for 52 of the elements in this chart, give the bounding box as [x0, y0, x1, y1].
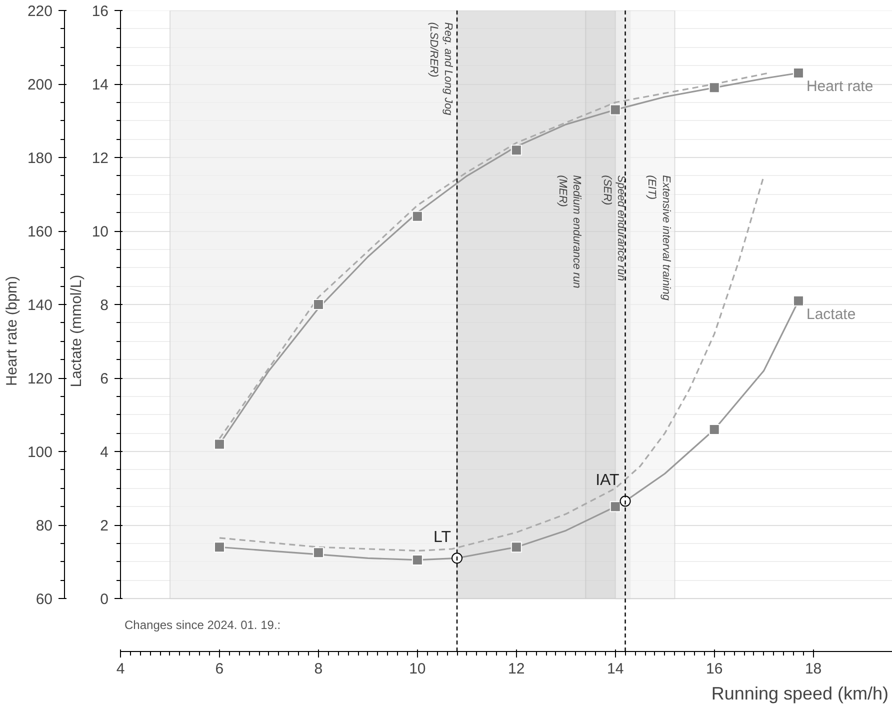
band-label: Reg. and Long Jog (LSD/RER)	[428, 22, 454, 116]
band-label: Extensive interval training (EIT)	[645, 175, 672, 302]
y2-tick-label: 14	[92, 76, 109, 94]
band-label: Speed endurance run (SER)	[600, 175, 628, 281]
point	[510, 144, 522, 156]
annotation: LT	[434, 529, 452, 546]
x-tick-label: 6	[215, 660, 224, 678]
text: Changes since 2024. 01. 19.:	[124, 618, 281, 632]
y2-tick-label: 6	[100, 370, 108, 388]
point	[792, 67, 804, 78]
y2-tick-label: 0	[100, 591, 108, 608]
y2-axis-title: Lactate (mmol/L)	[68, 274, 85, 388]
y-tick-label: 220	[27, 3, 53, 20]
x-axis-title: Running speed (km/h)	[711, 684, 889, 704]
annotation: IAT	[596, 472, 620, 490]
point	[312, 299, 324, 310]
point	[610, 104, 621, 116]
x-tick-label: 18	[804, 660, 822, 678]
y2-tick-label: 8	[100, 297, 108, 314]
point	[312, 547, 324, 558]
y-tick-label: 180	[27, 150, 53, 168]
point	[610, 501, 621, 512]
point	[708, 82, 720, 94]
y-tick-label: 200	[27, 76, 53, 94]
y2-tick-label: 10	[92, 224, 109, 241]
y2-tick-label: 16	[92, 3, 109, 20]
x-tick-label: 10	[409, 660, 426, 678]
series-label: Heart rate	[806, 78, 874, 95]
y-tick-label: 80	[36, 518, 53, 535]
point	[708, 424, 720, 435]
point	[412, 210, 423, 222]
x-tick-label: 12	[508, 660, 525, 678]
y-tick-label: 120	[27, 370, 53, 388]
point	[412, 554, 423, 566]
x-tick-label: 8	[314, 660, 323, 678]
band-label: Medium endurance run (MER)	[556, 175, 583, 288]
x-tick-label: 14	[607, 660, 624, 678]
point	[510, 542, 522, 553]
y-tick-label: 60	[36, 591, 53, 608]
point	[214, 438, 225, 450]
x-tick-label: 4	[116, 660, 125, 678]
y-axis-title: Heart rate (bpm)	[3, 276, 20, 386]
point	[214, 542, 225, 553]
y-tick-label: 140	[27, 297, 53, 314]
y2-tick-label: 12	[92, 150, 109, 168]
point	[792, 295, 804, 306]
x-tick-label: 16	[706, 660, 723, 678]
y2-tick-label: 4	[100, 444, 108, 462]
y-tick-label: 160	[27, 224, 53, 241]
y-tick-label: 100	[27, 444, 53, 462]
series-label: Lactate	[806, 306, 856, 323]
y2-tick-label: 2	[100, 518, 108, 535]
